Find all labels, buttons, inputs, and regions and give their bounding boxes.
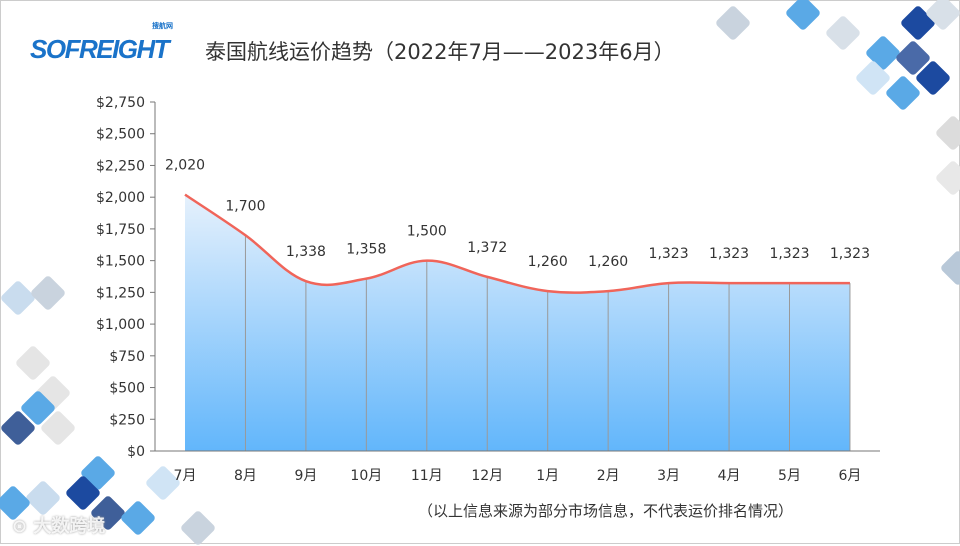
series-line xyxy=(184,193,850,294)
y-tick-label: $1,500 xyxy=(96,254,145,270)
data-label: 1,260 xyxy=(528,254,568,270)
area-fill xyxy=(185,194,850,452)
y-tick-label: $2,500 xyxy=(96,127,145,143)
data-label: 1,700 xyxy=(225,198,265,214)
sofreight-logo: SOFREIGHT xyxy=(30,34,170,64)
x-tick-label: 5月 xyxy=(778,468,801,484)
x-tick-label: 9月 xyxy=(294,468,317,484)
y-tick-label: $1,000 xyxy=(96,317,145,333)
y-tick-label: $500 xyxy=(109,381,145,397)
data-label: 1,260 xyxy=(588,254,628,270)
data-label: 1,323 xyxy=(769,246,809,262)
data-label: 1,338 xyxy=(286,244,326,260)
data-label: 2,020 xyxy=(165,158,205,174)
sofreight-logo-sub: 搜航网 xyxy=(152,22,173,30)
data-label: 1,323 xyxy=(830,246,870,262)
y-tick-label: $0 xyxy=(127,444,145,460)
x-tick-label: 8月 xyxy=(234,468,257,484)
y-tick-label: $1,750 xyxy=(96,222,145,238)
data-label: 1,372 xyxy=(467,240,507,256)
watermark-logo: ⊙ 大数跨境 xyxy=(12,516,106,537)
x-tick-label: 11月 xyxy=(411,468,443,484)
x-tick-label: 4月 xyxy=(718,468,741,484)
y-tick-label: $2,000 xyxy=(96,190,145,206)
y-tick-label: $2,750 xyxy=(96,95,145,111)
y-tick-label: $750 xyxy=(109,349,145,365)
x-tick-label: 10月 xyxy=(350,468,382,484)
footnote: （以上信息来源为部分市场信息，不代表运价排名情况） xyxy=(418,502,794,520)
x-tick-label: 2月 xyxy=(597,468,620,484)
x-tick-label: 12月 xyxy=(471,468,503,484)
data-label: 1,323 xyxy=(709,246,749,262)
x-tick-label: 1月 xyxy=(536,468,559,484)
chart-title: 泰国航线运价趋势（2022年7月——2023年6月） xyxy=(205,40,675,64)
data-label: 1,323 xyxy=(649,246,689,262)
data-label: 1,358 xyxy=(346,242,386,258)
y-tick-label: $1,250 xyxy=(96,285,145,301)
x-tick-label: 3月 xyxy=(657,468,680,484)
x-tick-label: 7月 xyxy=(174,468,197,484)
data-label: 1,500 xyxy=(407,224,447,240)
y-tick-label: $250 xyxy=(109,412,145,428)
y-tick-label: $2,250 xyxy=(96,158,145,174)
x-tick-label: 6月 xyxy=(838,468,861,484)
